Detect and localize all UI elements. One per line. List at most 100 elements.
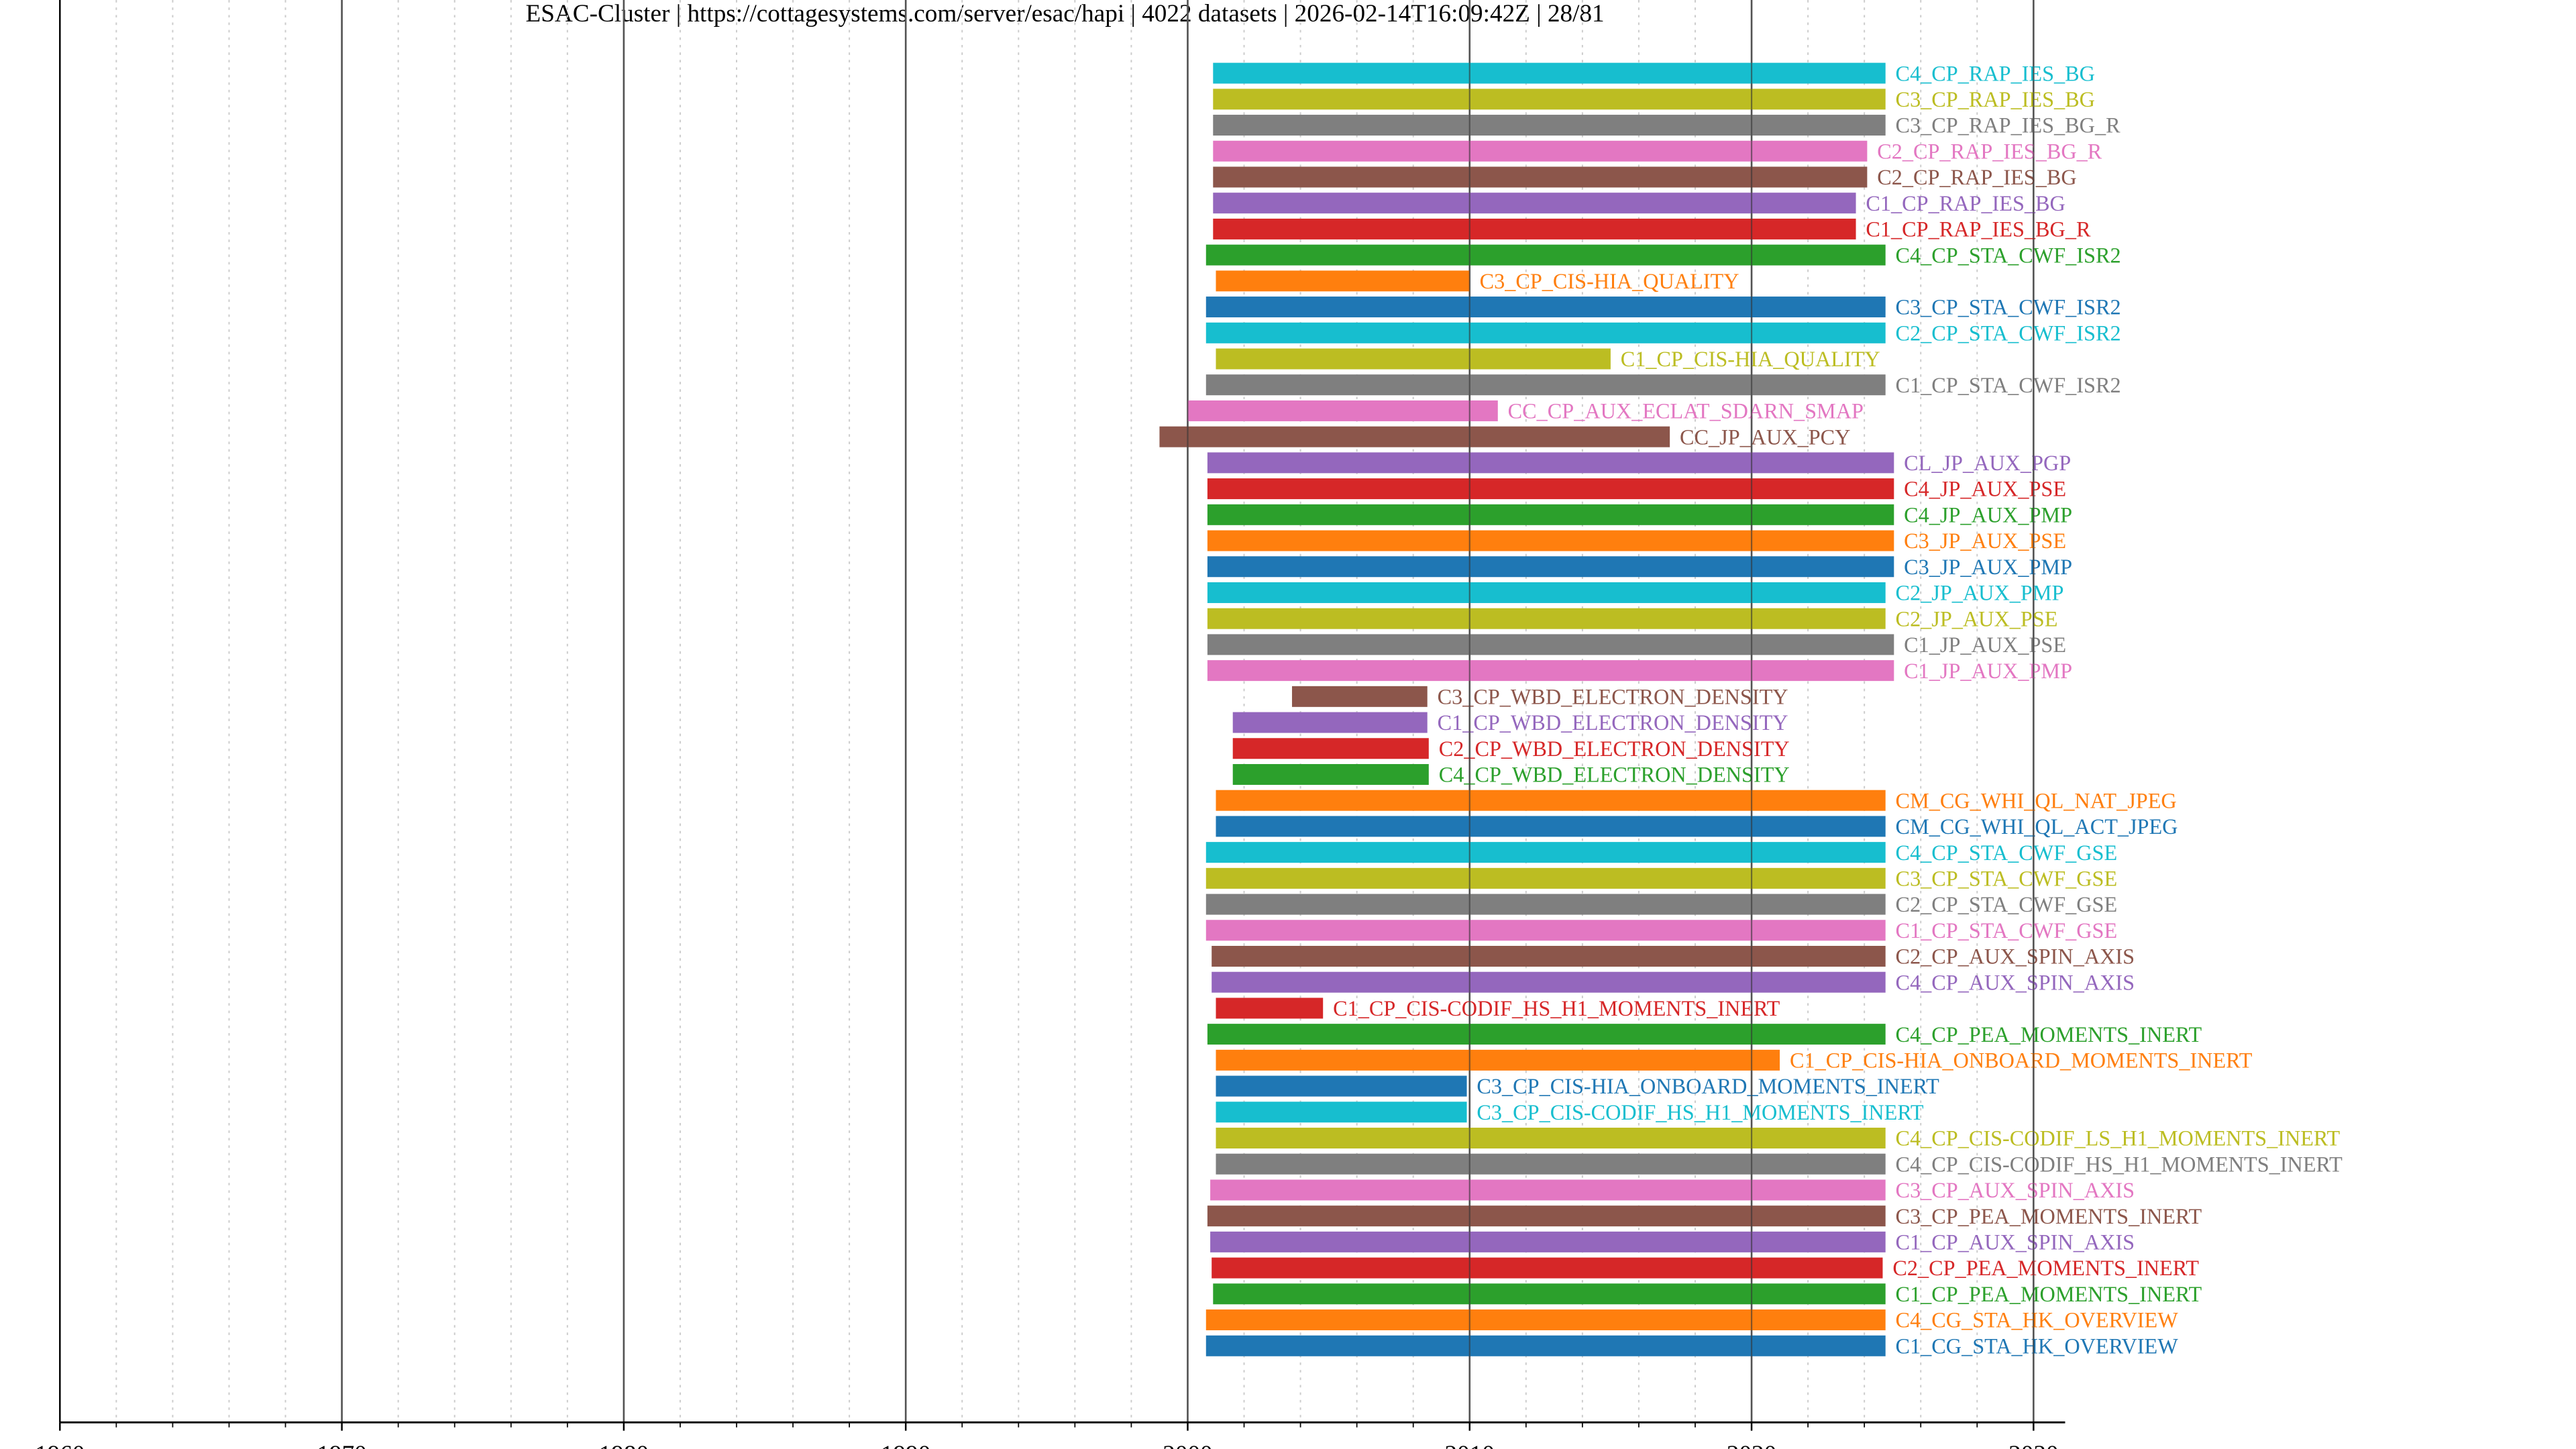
dataset-row: C1_CP_CIS-HIA_ONBOARD_MOMENTS_INERT: [1216, 1049, 2253, 1073]
dataset-bar[interactable]: [1207, 530, 1894, 551]
dataset-bar[interactable]: [1207, 478, 1894, 500]
dataset-row: C4_CP_AUX_SPIN_AXIS: [1212, 970, 2135, 994]
dataset-row: C2_CP_AUX_SPIN_AXIS: [1212, 945, 2135, 969]
dataset-bar[interactable]: [1216, 790, 1886, 811]
dataset-bar[interactable]: [1205, 322, 1886, 343]
x-tick-label: 2020: [1727, 1441, 1776, 1449]
dataset-bar[interactable]: [1205, 920, 1886, 941]
dataset-row: C1_CP_STA_CWF_GSE: [1205, 918, 2117, 943]
dataset-label: C4_CP_CIS-CODIF_LS_H1_MOMENTS_INERT: [1896, 1126, 2341, 1150]
dataset-label: C4_CP_RAP_IES_BG: [1896, 61, 2095, 85]
dataset-label: C4_CP_STA_CWF_GSE: [1896, 841, 2118, 865]
dataset-row: C1_CP_AUX_SPIN_AXIS: [1210, 1230, 2135, 1254]
dataset-bar[interactable]: [1205, 842, 1886, 863]
dataset-bar[interactable]: [1232, 763, 1429, 785]
dataset-row: C1_CP_WBD_ELECTRON_DENSITY: [1232, 710, 1788, 735]
dataset-bar[interactable]: [1213, 218, 1856, 239]
dataset-bar[interactable]: [1216, 816, 1886, 837]
dataset-bar[interactable]: [1205, 1335, 1886, 1356]
dataset-bar[interactable]: [1291, 686, 1428, 707]
dataset-row: C3_JP_AUX_PMP: [1207, 555, 2072, 579]
dataset-bar[interactable]: [1207, 1024, 1886, 1045]
dataset-bar[interactable]: [1205, 867, 1886, 889]
dataset-row: C2_CP_RAP_IES_BG_R: [1213, 139, 2102, 163]
dataset-bar[interactable]: [1213, 166, 1868, 188]
dataset-label: C1_CP_CIS-HIA_ONBOARD_MOMENTS_INERT: [1790, 1049, 2253, 1073]
dataset-label: C1_CP_CIS-CODIF_HS_H1_MOMENTS_INERT: [1333, 996, 1780, 1020]
x-tick-label: 1960: [35, 1441, 85, 1449]
dataset-bar[interactable]: [1213, 140, 1868, 162]
dataset-bar[interactable]: [1205, 1309, 1886, 1331]
dataset-bar[interactable]: [1216, 1075, 1467, 1097]
dataset-bar[interactable]: [1207, 1205, 1886, 1227]
dataset-label: C2_CP_RAP_IES_BG_R: [1877, 139, 2102, 163]
dataset-label: C3_CP_STA_CWF_GSE: [1896, 867, 2118, 891]
dataset-bar[interactable]: [1187, 400, 1498, 421]
dataset-row: CM_CG_WHI_QL_ACT_JPEG: [1216, 814, 2178, 839]
dataset-bar[interactable]: [1205, 297, 1886, 318]
x-tick-label: 1980: [599, 1441, 649, 1449]
dataset-bar[interactable]: [1207, 582, 1886, 603]
x-tick-label: 1990: [881, 1441, 930, 1449]
dataset-bar[interactable]: [1216, 348, 1611, 370]
dataset-label: C3_CP_CIS-HIA_ONBOARD_MOMENTS_INERT: [1477, 1074, 1939, 1098]
dataset-row: CM_CG_WHI_QL_NAT_JPEG: [1216, 788, 2177, 812]
dataset-bar[interactable]: [1205, 244, 1886, 266]
dataset-row: C1_JP_AUX_PSE: [1207, 633, 2066, 657]
x-tick-label: 2010: [1445, 1441, 1495, 1449]
dataset-label: C2_CP_AUX_SPIN_AXIS: [1896, 945, 2135, 969]
dataset-label: C4_JP_AUX_PMP: [1904, 502, 2072, 527]
dataset-bar[interactable]: [1212, 945, 1886, 967]
dataset-bar[interactable]: [1205, 374, 1886, 396]
dataset-bar[interactable]: [1216, 1102, 1467, 1123]
dataset-bar[interactable]: [1207, 452, 1894, 474]
dataset-row: C4_CP_CIS-CODIF_HS_H1_MOMENTS_INERT: [1216, 1152, 2343, 1176]
dataset-bar[interactable]: [1207, 556, 1894, 578]
dataset-bar[interactable]: [1213, 1283, 1886, 1305]
dataset-bar[interactable]: [1210, 1179, 1886, 1201]
dataset-bar[interactable]: [1213, 193, 1856, 214]
dataset-bar[interactable]: [1216, 1049, 1780, 1071]
dataset-row: C4_CP_CIS-CODIF_LS_H1_MOMENTS_INERT: [1216, 1126, 2340, 1150]
dataset-bar[interactable]: [1205, 894, 1886, 915]
x-tick-label: 2000: [1163, 1441, 1212, 1449]
dataset-bar[interactable]: [1216, 270, 1470, 292]
dataset-bar[interactable]: [1232, 712, 1428, 733]
dataset-label: C1_CP_STA_CWF_ISR2: [1896, 373, 2121, 397]
dataset-bar[interactable]: [1207, 608, 1886, 629]
dataset-bar[interactable]: [1212, 971, 1886, 993]
dataset-bar[interactable]: [1210, 1231, 1886, 1252]
dataset-bar[interactable]: [1207, 634, 1894, 655]
dataset-bar[interactable]: [1207, 504, 1894, 525]
dataset-bar[interactable]: [1207, 660, 1894, 682]
dataset-label: CL_JP_AUX_PGP: [1904, 451, 2071, 475]
dataset-bar[interactable]: [1159, 426, 1670, 447]
dataset-label: C3_CP_WBD_ELECTRON_DENSITY: [1438, 684, 1788, 708]
dataset-label: C2_CP_RAP_IES_BG: [1877, 165, 2076, 189]
dataset-label: C3_CP_AUX_SPIN_AXIS: [1896, 1178, 2135, 1202]
dataset-row: C2_CP_RAP_IES_BG: [1213, 165, 2077, 189]
dataset-row: CL_JP_AUX_PGP: [1207, 451, 2071, 475]
dataset-row: C4_CG_STA_HK_OVERVIEW: [1205, 1308, 2179, 1332]
dataset-label: C1_CP_PEA_MOMENTS_INERT: [1896, 1282, 2202, 1306]
dataset-bar[interactable]: [1216, 998, 1324, 1019]
dataset-bar[interactable]: [1213, 115, 1886, 136]
dataset-bar[interactable]: [1212, 1257, 1883, 1279]
dataset-row: C4_CP_PEA_MOMENTS_INERT: [1207, 1022, 2202, 1046]
dataset-label: C4_CG_STA_HK_OVERVIEW: [1896, 1308, 2179, 1332]
dataset-bar[interactable]: [1232, 738, 1429, 759]
dataset-row: C3_CP_WBD_ELECTRON_DENSITY: [1291, 684, 1788, 708]
dataset-row: C1_CG_STA_HK_OVERVIEW: [1205, 1334, 2178, 1358]
dataset-bar[interactable]: [1216, 1128, 1886, 1149]
dataset-label: CM_CG_WHI_QL_ACT_JPEG: [1896, 814, 2178, 839]
dataset-label: CC_CP_AUX_ECLAT_SDARN_SMAP: [1508, 399, 1864, 423]
dataset-row: C3_CP_STA_CWF_GSE: [1205, 867, 2118, 891]
dataset-row: C4_CP_STA_CWF_ISR2: [1205, 243, 2121, 267]
dataset-bar[interactable]: [1213, 89, 1886, 110]
dataset-bar[interactable]: [1216, 1153, 1886, 1175]
dataset-row: C4_CP_RAP_IES_BG: [1213, 61, 2095, 85]
dataset-bar[interactable]: [1213, 62, 1886, 84]
dataset-label: C2_JP_AUX_PMP: [1896, 581, 2064, 605]
dataset-row: C1_CP_RAP_IES_BG_R: [1213, 217, 2091, 241]
